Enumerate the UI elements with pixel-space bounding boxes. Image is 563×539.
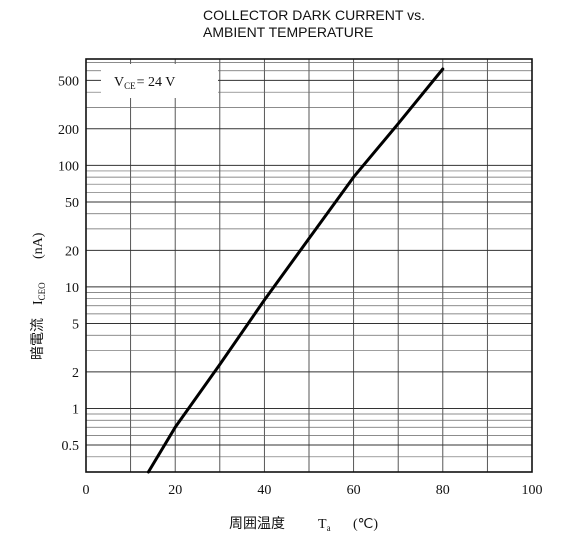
grid <box>86 59 532 472</box>
y-tick-labels: 0.5 1 2 5 10 20 50 100 200 500 <box>58 74 79 454</box>
y-axis-title: 暗電流 <box>30 318 46 360</box>
y-axis-unit: (nA) <box>31 232 46 259</box>
x-axis-label: 周囲温度 Ta (℃) <box>229 516 378 533</box>
y-tick-label: 20 <box>65 244 79 259</box>
chart-title-line-1: COLLECTOR DARK CURRENT vs. <box>203 7 425 23</box>
y-tick-label: 1 <box>72 402 79 417</box>
y-axis-label: 暗電流 ICEO (nA) <box>30 232 47 360</box>
y-tick-label: 0.5 <box>62 439 80 454</box>
x-axis-unit: (℃) <box>353 517 378 532</box>
curve-layer <box>146 67 445 474</box>
x-axis-symbol: Ta <box>318 517 331 533</box>
x-tick-label: 80 <box>436 483 450 498</box>
x-tick-label: 100 <box>522 483 543 498</box>
y-tick-label: 10 <box>65 281 79 296</box>
x-axis-title: 周囲温度 <box>229 516 285 532</box>
y-tick-label: 100 <box>58 159 79 174</box>
y-tick-label: 2 <box>72 366 79 381</box>
y-tick-label: 5 <box>72 317 79 332</box>
y-axis-symbol: ICEO <box>31 282 47 305</box>
annotation-vce: VCE= 24 V <box>114 75 175 91</box>
x-tick-label: 60 <box>347 483 361 498</box>
y-tick-label: 500 <box>58 74 79 89</box>
x-tick-labels: 0 20 40 60 80 100 <box>83 483 543 498</box>
chart-title-line-2: AMBIENT TEMPERATURE <box>203 24 373 40</box>
annotation-background <box>101 64 218 98</box>
annotation-box: VCE= 24 V <box>101 64 218 98</box>
y-tick-label: 200 <box>58 123 79 138</box>
x-tick-label: 40 <box>257 483 271 498</box>
series-line <box>146 67 445 474</box>
chart-title: COLLECTOR DARK CURRENT vs. AMBIENT TEMPE… <box>203 7 425 40</box>
plot-frame <box>85 58 533 473</box>
x-tick-label: 0 <box>83 483 90 498</box>
x-tick-label: 20 <box>168 483 182 498</box>
y-tick-label: 50 <box>65 196 79 211</box>
